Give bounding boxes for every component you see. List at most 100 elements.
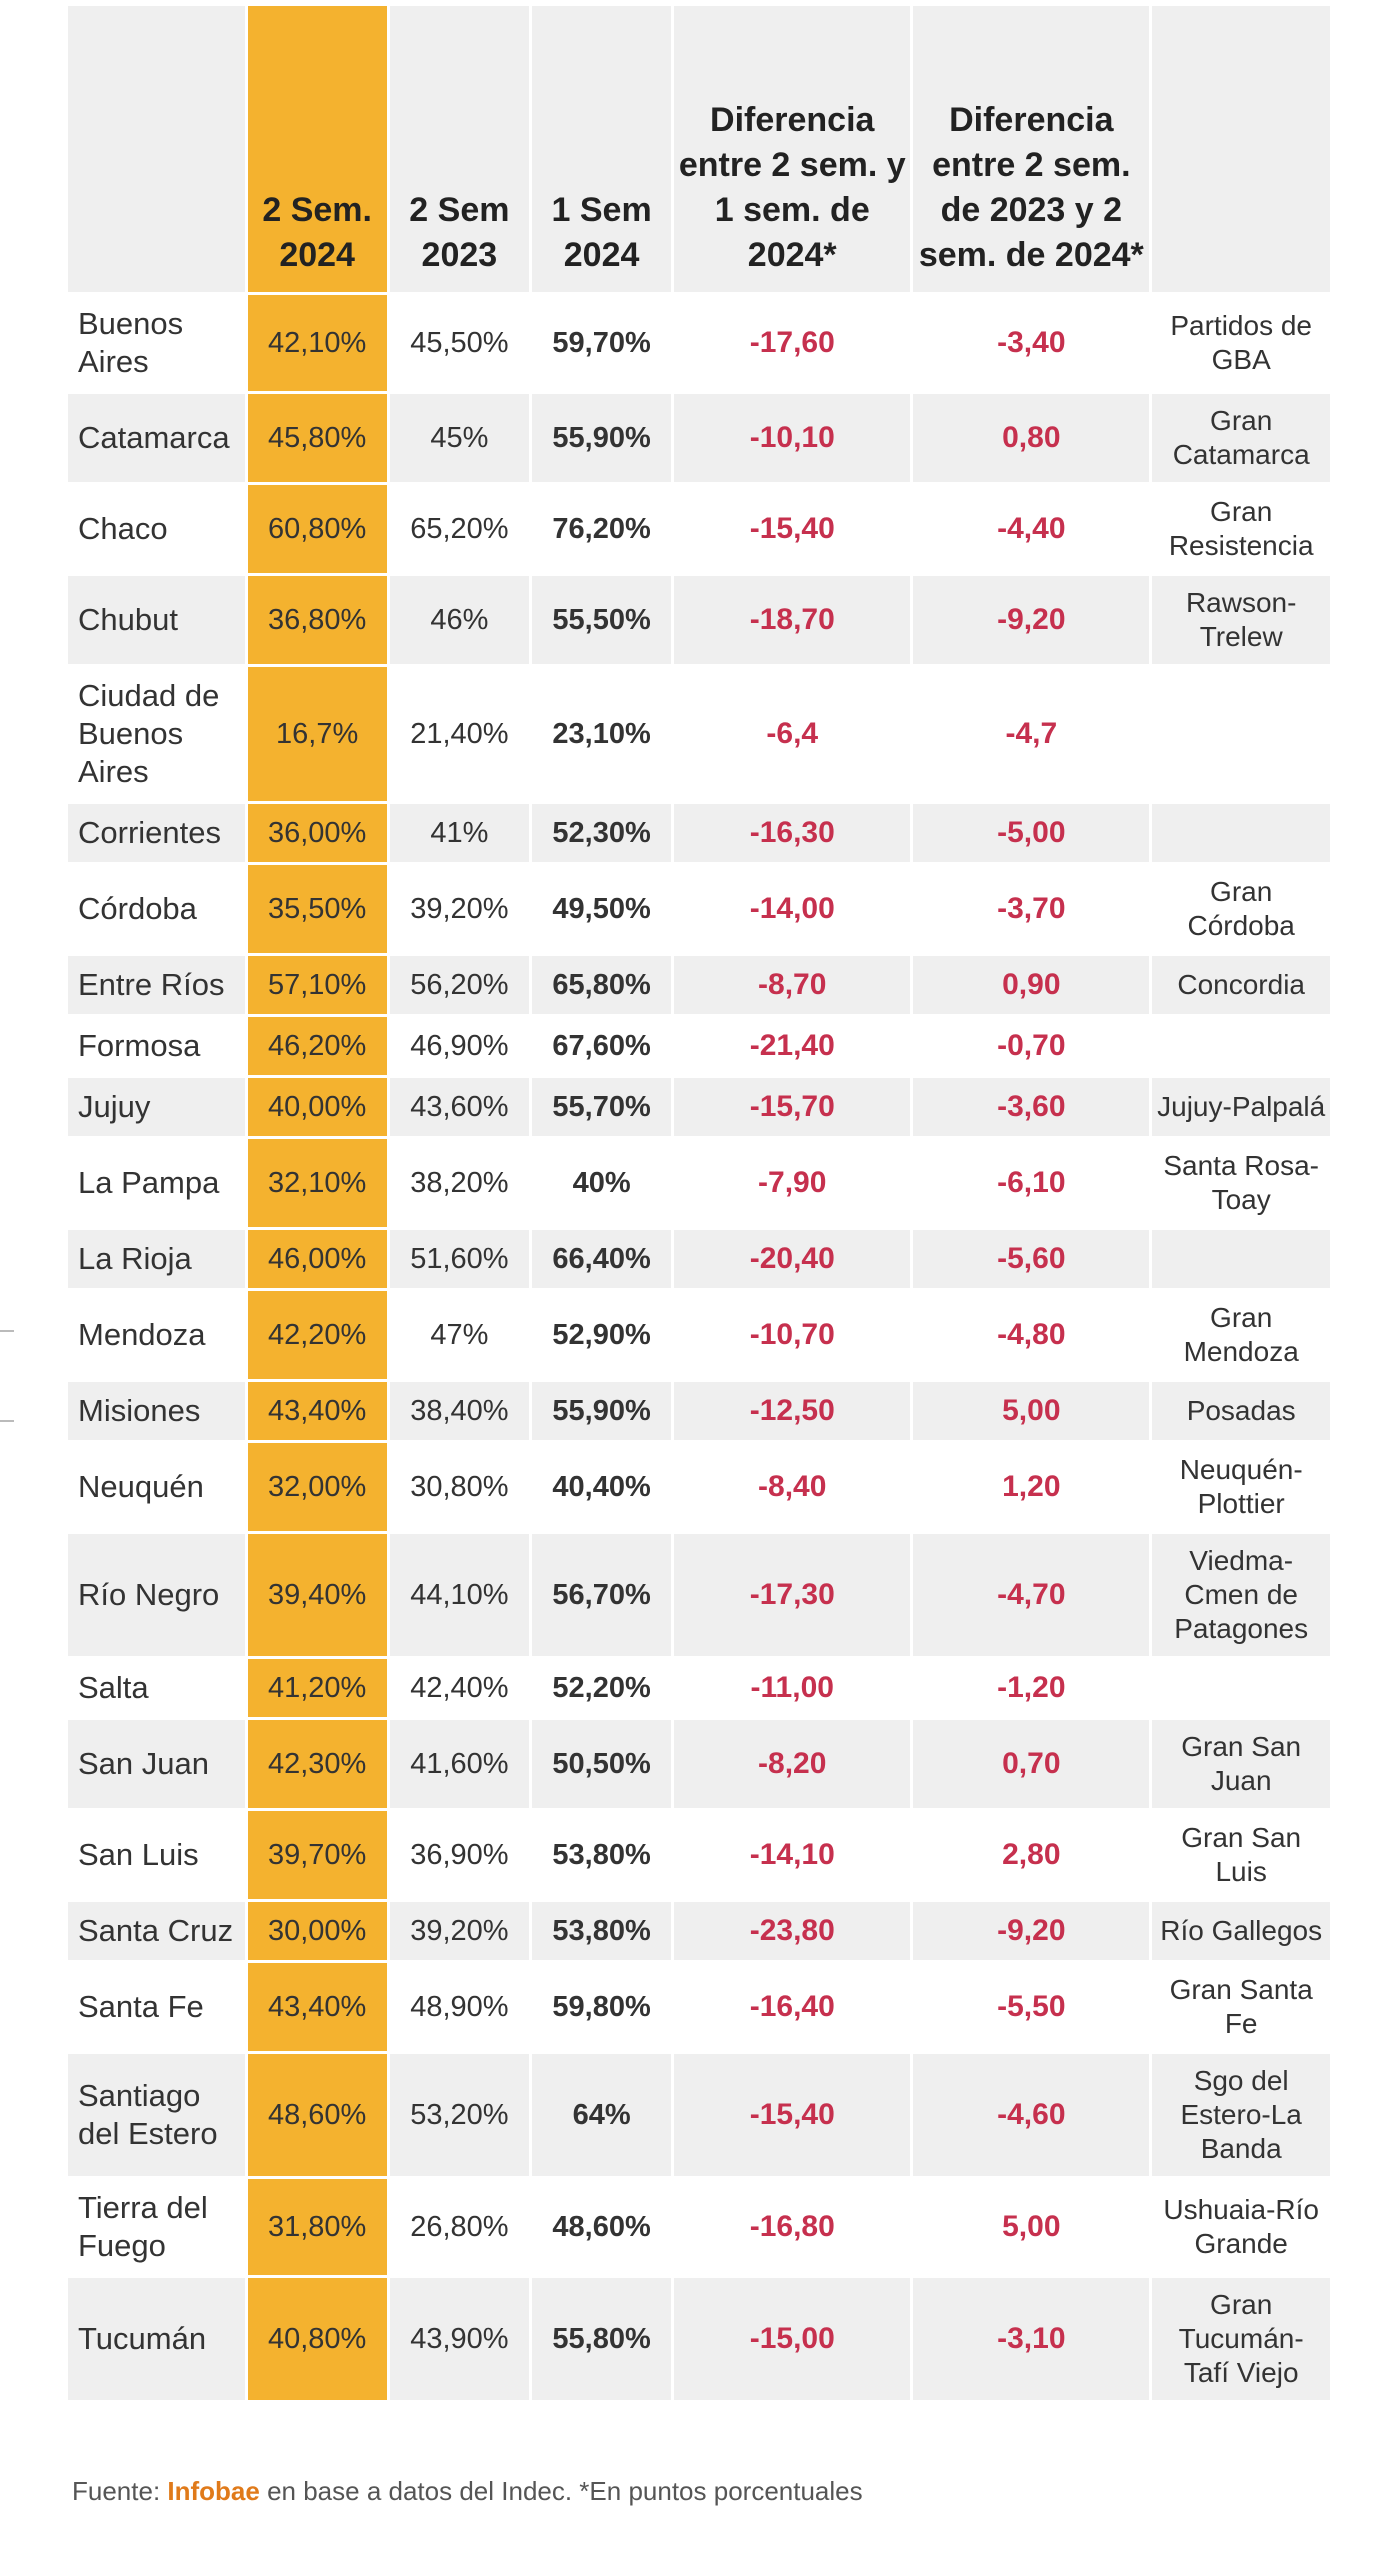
diff-years-cell: -3,70 — [997, 892, 1066, 925]
diff-years-cell: -0,70 — [997, 1029, 1066, 1062]
diff-years-cell: 5,00 — [1002, 2210, 1061, 2243]
sem2-2023-cell: 53,20% — [389, 2054, 529, 2176]
header-2sem-2023: 2 Sem 2023 — [389, 6, 529, 292]
sem2-2023-cell: 39,20% — [389, 1902, 529, 1960]
province-cell: Neuquén — [78, 1469, 204, 1504]
province-cell: Chubut — [68, 576, 245, 664]
sem1-2024-cell: 55,90% — [531, 1382, 672, 1440]
diff-semesters-cell: -17,30 — [674, 1534, 911, 1656]
sem1-2024-cell: 55,90% — [531, 394, 672, 482]
source-footnote: Fuente: Infobae en base a datos del Inde… — [72, 2476, 863, 2507]
sem2-2024-cell: 42,20% — [247, 1291, 387, 1379]
sem2-2023-cell: 56,20% — [389, 956, 529, 1014]
city-cell: Río Gallegos — [1152, 1902, 1330, 1960]
province-cell: Santa Cruz — [68, 1902, 245, 1960]
sem2-2023-cell: 43,60% — [389, 1078, 529, 1136]
sem2-2023-cell: 38,20% — [410, 1167, 509, 1199]
city-cell: Gran Resistencia — [1168, 496, 1314, 561]
province-cell: San Luis — [78, 1837, 199, 1872]
city-cell: Gran Catamarca — [1152, 394, 1330, 482]
header-2sem-2024: 2 Sem. 2024 — [247, 6, 387, 292]
sem1-2024-cell: 50,50% — [531, 1720, 672, 1808]
table-row: Chubut 36,80% 46% 55,50% -18,70 -9,20 Rawson-T… — [68, 576, 1330, 664]
sem2-2023-cell: 38,40% — [389, 1382, 529, 1440]
city-cell: Gran Santa Fe — [1169, 1974, 1313, 2039]
sem2-2024-cell: 43,40% — [247, 1963, 387, 2051]
province-cell: Córdoba — [78, 891, 197, 926]
city-cell: Neuquén-Plottier — [1179, 1454, 1303, 1519]
diff-semesters-cell: -12,50 — [674, 1382, 911, 1440]
table-row: Entre Ríos 57,10% 56,20% 65,80% -8,70 0,90 Con… — [68, 956, 1330, 1014]
province-cell: La Pampa — [78, 1165, 220, 1200]
header-diff-years: Diferencia entre 2 sem. de 2023 y 2 sem.… — [913, 6, 1150, 292]
sem2-2024-cell: 42,30% — [247, 1720, 387, 1808]
diff-years-cell: -9,20 — [913, 1902, 1150, 1960]
sem1-2024-cell: 55,70% — [531, 1078, 672, 1136]
header-1sem-2024: 1 Sem 2024 — [531, 6, 672, 292]
sem1-2024-cell: 55,80% — [531, 2278, 672, 2400]
sem2-2024-cell: 16,7% — [247, 667, 387, 801]
table-row: Tucumán 40,80% 43,90% 55,80% -15,00 -3,10 Gran… — [68, 2278, 1330, 2400]
diff-semesters-cell: -20,40 — [674, 1230, 911, 1288]
diff-years-cell: -9,20 — [913, 576, 1150, 664]
city-cell: Gran San Luis — [1181, 1822, 1302, 1887]
sem1-2024-cell: 49,50% — [552, 893, 651, 925]
province-cell: Catamarca — [68, 394, 245, 482]
header-province — [68, 6, 245, 292]
sem2-2023-cell: 45,50% — [410, 327, 509, 359]
sem2-2024-cell: 39,40% — [247, 1534, 387, 1656]
diff-years-cell: -3,60 — [913, 1078, 1150, 1136]
province-cell: Tierra del Fuego — [78, 2190, 208, 2263]
sem2-2023-cell: 36,90% — [410, 1839, 509, 1871]
sem2-2024-cell: 40,00% — [247, 1078, 387, 1136]
province-cell: San Juan — [68, 1720, 245, 1808]
province-cell: Entre Ríos — [68, 956, 245, 1014]
diff-years-cell: 0,80 — [913, 394, 1150, 482]
sem1-2024-cell: 56,70% — [531, 1534, 672, 1656]
city-cell: Partidos de GBA — [1170, 310, 1312, 375]
table-row: San Luis 39,70% 36,90% 53,80% -14,10 2,80 Gran… — [68, 1811, 1330, 1899]
diff-semesters-cell: -14,00 — [749, 892, 835, 925]
province-cell: Santa Fe — [78, 1989, 204, 2024]
sem1-2024-cell: 53,80% — [531, 1902, 672, 1960]
city-cell: Viedma-Cmen de Patagones — [1152, 1534, 1330, 1656]
sem2-2023-cell: 26,80% — [410, 2211, 509, 2243]
diff-years-cell: 1,20 — [1002, 1470, 1061, 1503]
diff-years-cell: 0,70 — [913, 1720, 1150, 1808]
sem2-2023-cell: 43,90% — [389, 2278, 529, 2400]
sem1-2024-cell: 53,80% — [552, 1839, 651, 1871]
diff-semesters-cell: -10,70 — [749, 1318, 835, 1351]
sem1-2024-cell: 66,40% — [531, 1230, 672, 1288]
diff-semesters-cell: -18,70 — [674, 576, 911, 664]
table-body: Buenos Aires 42,10% 45,50% 59,70% -17,60 -3,4… — [68, 295, 1330, 2400]
province-cell: Buenos Aires — [78, 306, 184, 379]
diff-semesters-cell: -21,40 — [749, 1029, 835, 1062]
sem2-2023-cell: 47% — [430, 1319, 489, 1351]
sem1-2024-cell: 59,80% — [552, 1991, 651, 2023]
diff-years-cell: 5,00 — [913, 1382, 1150, 1440]
header-diff-semesters: Diferencia entre 2 sem. y 1 sem. de 2024… — [674, 6, 911, 292]
table-header: 2 Sem. 2024 2 Sem 2023 1 Sem 2024 Difere… — [68, 6, 1330, 292]
city-cell: Jujuy-Palpalá — [1152, 1078, 1330, 1136]
table-row: Río Negro 39,40% 44,10% 56,70% -17,30 -4,70 Vi… — [68, 1534, 1330, 1656]
sem2-2024-cell: 42,10% — [247, 295, 387, 391]
sem2-2024-cell: 41,20% — [247, 1659, 387, 1717]
table-row: Formosa 46,20% 46,90% 67,60% -21,40 -0,70 — [68, 1017, 1330, 1075]
diff-years-cell: -4,80 — [997, 1318, 1066, 1351]
diff-semesters-cell: -8,20 — [674, 1720, 911, 1808]
sem2-2023-cell: 45% — [389, 394, 529, 482]
diff-semesters-cell: -11,00 — [750, 1671, 834, 1704]
source-brand: Infobae — [167, 2476, 260, 2506]
sem1-2024-cell: 59,70% — [552, 327, 651, 359]
sem2-2023-cell: 51,60% — [389, 1230, 529, 1288]
diff-years-cell: -3,10 — [913, 2278, 1150, 2400]
diff-years-cell: 2,80 — [1002, 1838, 1061, 1871]
source-suffix: en base a datos del Indec. *En puntos po… — [259, 2476, 863, 2506]
table-row: Santa Cruz 30,00% 39,20% 53,80% -23,80 -9,20 R… — [68, 1902, 1330, 1960]
sem2-2023-cell: 39,20% — [410, 893, 509, 925]
diff-semesters-cell: -16,30 — [674, 804, 911, 862]
header-row: 2 Sem. 2024 2 Sem 2023 1 Sem 2024 Difere… — [68, 6, 1330, 292]
city-cell: Gran Mendoza — [1183, 1302, 1299, 1367]
sem2-2024-cell: 36,00% — [247, 804, 387, 862]
sem1-2024-cell: 64% — [531, 2054, 672, 2176]
